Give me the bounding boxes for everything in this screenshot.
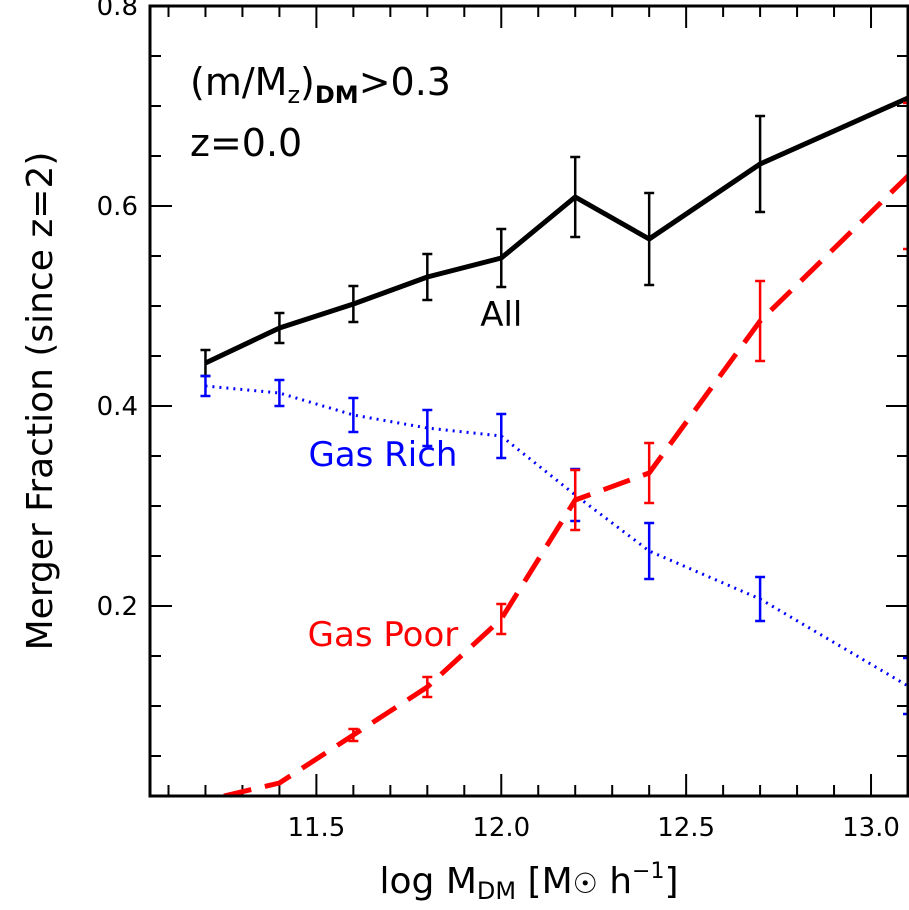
y-tick-label: 0.8: [97, 0, 138, 22]
x-axis-label-sup: −1: [632, 859, 664, 884]
series-gas-rich: [200, 374, 908, 716]
x-axis-label-sub: DM: [477, 877, 516, 905]
series-label-gas-rich: Gas Rich: [308, 435, 457, 475]
redshift-annotation: z=0.0: [190, 121, 302, 165]
series-line-all: [204, 95, 908, 366]
criterion-annotation: (m/Mz)DM>0.3: [190, 60, 451, 109]
y-tick-label: 0.6: [97, 192, 138, 222]
plot-frame: [148, 4, 909, 798]
x-axis-label: log MDM [M☉ h−1]: [380, 859, 679, 905]
series-line-gas-rich: [205, 384, 908, 688]
series-all: [200, 95, 908, 378]
labels-layer: 11.5 12.0 12.5 13.0 0.2 0.4 0.6 0.8 log MDM [M☉ …: [20, 0, 900, 905]
x-tick-label: 12.5: [657, 813, 715, 843]
series-gas-poor: [223, 101, 908, 796]
x-tick-label: 11.5: [287, 813, 345, 843]
y-tick-label: 0.4: [97, 392, 138, 422]
series-label-gas-poor: Gas Poor: [308, 615, 459, 655]
y-axis-label: Merger Fraction (since z=2): [20, 152, 61, 651]
x-tick-label: 13.0: [842, 813, 900, 843]
sun-symbol: ☉: [573, 867, 598, 900]
series-line-gas-poor: [223, 174, 908, 796]
y-tick-label: 0.2: [97, 592, 138, 622]
series-label-all: All: [480, 295, 522, 335]
axis-ticks: [150, 5, 909, 796]
x-tick-label: 12.0: [472, 813, 530, 843]
series-layer: [200, 95, 908, 796]
